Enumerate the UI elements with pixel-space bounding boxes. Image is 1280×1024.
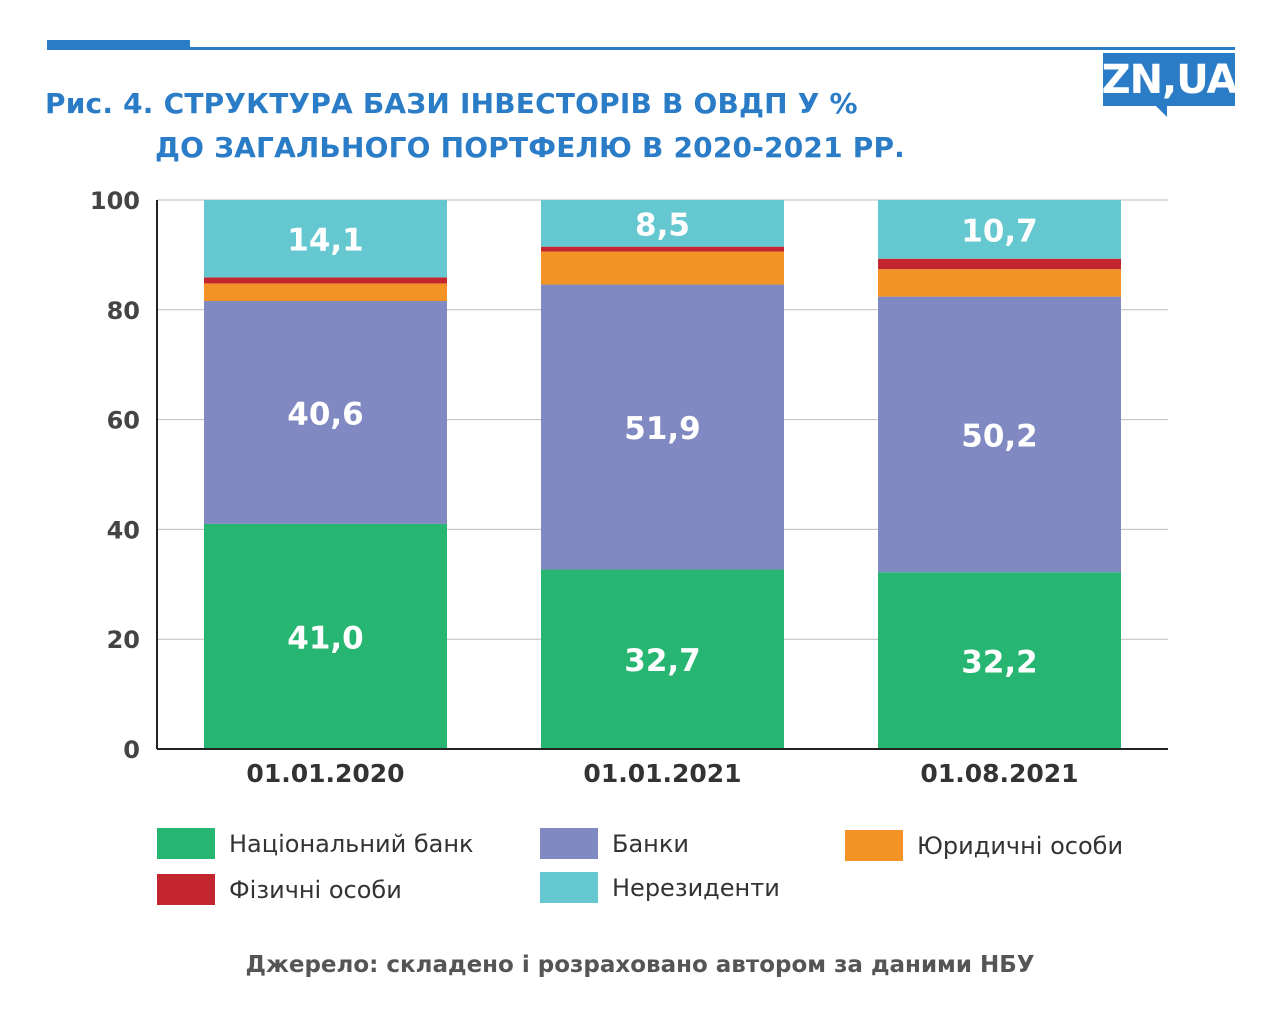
y-tick-label: 80 xyxy=(107,297,140,325)
data-label: 41,0 xyxy=(287,620,364,656)
y-tick-label: 40 xyxy=(107,516,140,544)
data-label: 50,2 xyxy=(961,418,1038,454)
y-tick-label: 60 xyxy=(107,407,140,435)
source-note: Джерело: складено і розраховано автором … xyxy=(245,952,1035,978)
data-label: 14,1 xyxy=(287,223,364,259)
bar-segment xyxy=(541,569,784,749)
data-label: 40,6 xyxy=(287,396,364,432)
zn-ua-logo: ZN,UA xyxy=(1102,53,1237,106)
bar-segment xyxy=(541,246,784,252)
bar-segment xyxy=(878,296,1121,573)
chart-title-line-2: ДО ЗАГАЛЬНОГО ПОРТФЕЛЮ В 2020-2021 РР. xyxy=(155,131,906,164)
bar-segment xyxy=(878,269,1121,297)
data-label: 32,2 xyxy=(961,645,1038,681)
y-tick-label: 0 xyxy=(123,736,140,764)
bar-segment xyxy=(204,200,447,278)
y-tick-label: 100 xyxy=(90,187,140,215)
bar-segment xyxy=(204,301,447,524)
logo-tail xyxy=(1155,105,1167,117)
bar-segment xyxy=(878,200,1121,259)
chart-title: Рис. 4. СТРУКТУРА БАЗИ ІНВЕСТОРІВ В ОВДП… xyxy=(45,82,905,170)
bar-segment xyxy=(204,283,447,302)
bar-segment xyxy=(878,258,1121,270)
y-tick-label: 20 xyxy=(107,626,140,654)
bar-segment xyxy=(541,284,784,570)
bar-segment xyxy=(204,277,447,284)
data-label: 51,9 xyxy=(624,411,701,447)
data-label: 32,7 xyxy=(624,643,701,679)
bar-segment xyxy=(541,200,784,247)
bar-segment xyxy=(204,523,447,749)
data-label: 10,7 xyxy=(961,213,1038,249)
bar-segment xyxy=(878,572,1121,749)
chart-title-line-1: Рис. 4. СТРУКТУРА БАЗИ ІНВЕСТОРІВ В ОВДП… xyxy=(45,87,858,120)
data-label: 8,5 xyxy=(635,207,690,243)
x-tick-label: 01.01.2021 xyxy=(583,759,741,788)
x-tick-label: 01.01.2020 xyxy=(246,759,404,788)
bar-segment xyxy=(541,251,784,285)
top-rule-accent xyxy=(47,40,190,50)
top-rule xyxy=(47,47,1235,50)
x-tick-label: 01.08.2021 xyxy=(920,759,1078,788)
